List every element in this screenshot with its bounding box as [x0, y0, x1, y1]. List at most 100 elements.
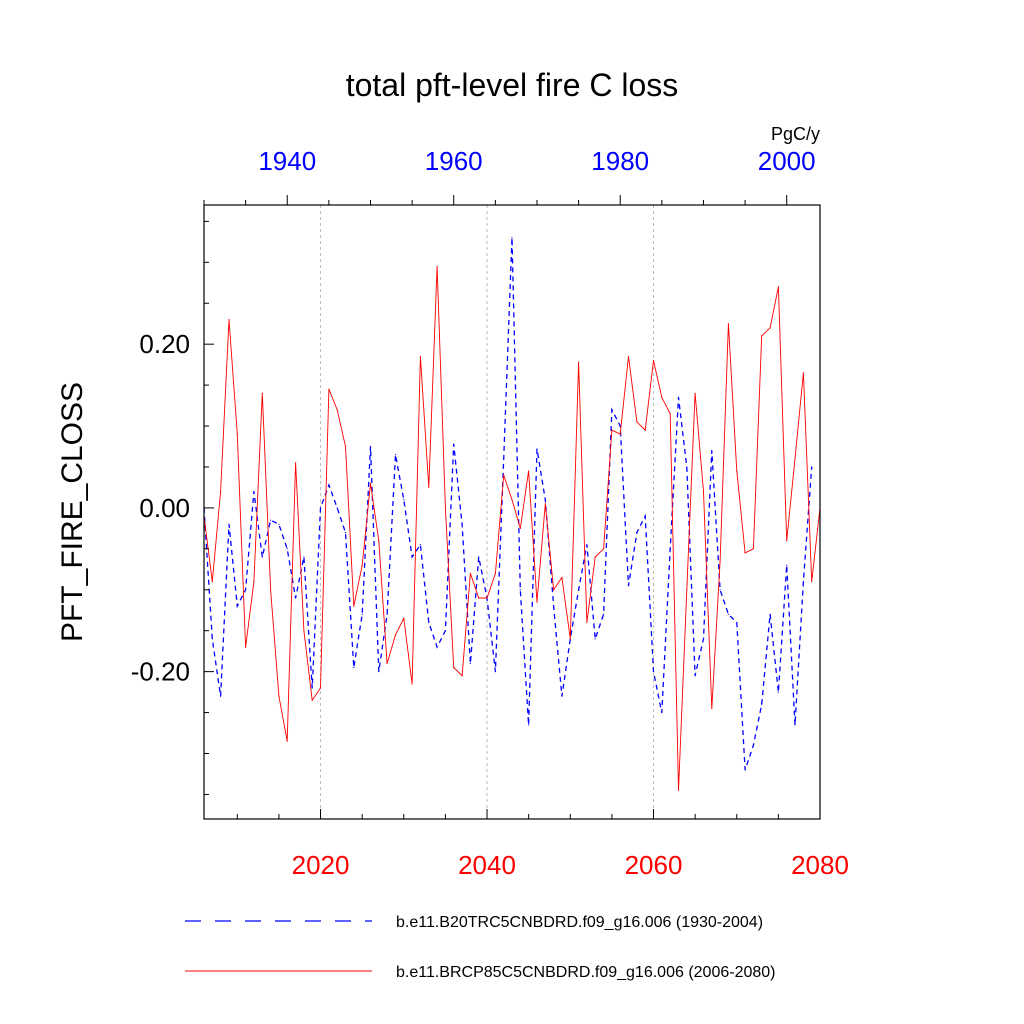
rcp85-point-2055 — [611, 429, 613, 431]
rcp85-point-2014 — [270, 589, 272, 591]
historical-point-1952 — [386, 613, 388, 615]
rcp85-point-2026 — [369, 482, 372, 484]
historical-point-1947 — [344, 531, 347, 534]
bottom-tick-label-2060: 2060 — [625, 850, 683, 880]
rcp85-point-2063 — [677, 789, 680, 791]
historical-point-1950 — [369, 445, 372, 448]
rcp85-point-2016 — [286, 740, 288, 742]
historical-point-1961 — [461, 523, 463, 525]
rcp85-point-2039 — [478, 597, 480, 599]
legend-label-rcp85: b.e11.BRCP85C5CNBDRD.f09_g16.006 (2006-2… — [396, 964, 775, 981]
rcp85-point-2051 — [578, 361, 580, 363]
rcp85-point-2053 — [594, 556, 596, 558]
historical-point-1944 — [319, 507, 322, 509]
plot-frame — [203, 204, 821, 820]
rcp85-point-2065 — [694, 392, 696, 394]
rcp85-point-2011 — [245, 646, 247, 648]
historical-point-1959 — [444, 630, 446, 632]
series-rcp85-line — [203, 266, 821, 791]
historical-point-1951 — [378, 671, 380, 673]
rcp85-point-2076 — [786, 540, 788, 542]
historical-point-1998 — [769, 613, 771, 615]
historical-point-1979 — [611, 409, 613, 411]
historical-point-1992 — [719, 589, 721, 591]
rcp85-point-2010 — [236, 433, 238, 435]
historical-point-2003 — [811, 466, 813, 468]
top-tick-label-1960: 1960 — [425, 146, 483, 176]
top-tick-label-1940: 1940 — [258, 146, 316, 176]
rcp85-point-2024 — [353, 605, 355, 607]
rcp85-point-2040 — [486, 597, 488, 599]
y-axis-label: PFT_FIRE_CLOSS — [56, 382, 89, 642]
historical-point-1981 — [627, 585, 630, 587]
historical-point-1940 — [286, 548, 288, 550]
historical-point-1980 — [619, 425, 621, 427]
historical-point-1977 — [594, 638, 596, 640]
rcp85-point-2017 — [295, 462, 297, 464]
rcp85-point-2034 — [436, 265, 438, 267]
historical-point-1968 — [519, 589, 521, 591]
rcp85-point-2072 — [752, 548, 755, 550]
rcp85-point-2054 — [603, 548, 605, 550]
rcp85-point-2061 — [661, 396, 663, 398]
rcp85-point-2029 — [394, 634, 397, 636]
rcp85-point-2015 — [278, 695, 280, 697]
historical-point-1969 — [528, 724, 530, 726]
rcp85-point-2027 — [378, 540, 380, 542]
rcp85-point-2030 — [403, 617, 405, 620]
rcp85-point-2020 — [319, 687, 322, 689]
historical-point-1949 — [361, 613, 363, 615]
historical-point-2001 — [794, 724, 796, 726]
rcp85-point-2071 — [744, 552, 746, 554]
rcp85-point-2013 — [261, 392, 263, 394]
historical-point-1942 — [303, 556, 305, 558]
historical-point-1988 — [686, 466, 688, 468]
historical-point-1956 — [419, 544, 421, 546]
bottom-tick-label-2020: 2020 — [292, 850, 350, 880]
historical-point-1931 — [211, 638, 213, 640]
rcp85-point-2074 — [769, 327, 771, 329]
historical-point-1999 — [777, 691, 780, 693]
series-historical-line — [203, 237, 813, 771]
historical-point-1987 — [677, 396, 680, 398]
historical-point-1932 — [220, 695, 222, 697]
rcp85-point-2050 — [569, 638, 571, 640]
rcp85-point-2023 — [344, 445, 347, 448]
y-tick-label-0: -0.20 — [131, 657, 190, 687]
historical-point-1955 — [411, 556, 413, 558]
historical-point-2002 — [802, 581, 805, 583]
rcp85-point-2035 — [444, 507, 446, 509]
historical-point-1939 — [278, 523, 280, 525]
chart-title: total pft-level fire C loss — [346, 67, 679, 103]
historical-point-1946 — [336, 507, 338, 509]
rcp85-point-2064 — [686, 589, 688, 591]
rcp85-point-2032 — [419, 355, 421, 358]
rcp85-point-2045 — [528, 470, 530, 472]
historical-point-1967 — [511, 237, 513, 239]
rcp85-point-2059 — [644, 429, 646, 431]
rcp85-point-2070 — [736, 470, 738, 472]
rcp85-point-2079 — [811, 581, 813, 583]
historical-point-1936 — [253, 490, 255, 493]
rcp85-point-2037 — [461, 675, 463, 677]
top-tick-label-2000: 2000 — [758, 146, 816, 176]
historical-point-1960 — [453, 443, 455, 445]
rcp85-point-2052 — [586, 621, 588, 624]
historical-point-1954 — [403, 499, 405, 501]
historical-point-1958 — [436, 646, 438, 648]
historical-point-1934 — [236, 605, 238, 607]
rcp85-point-2066 — [702, 490, 705, 493]
historical-point-1989 — [694, 675, 696, 677]
bottom-tick-label-2040: 2040 — [458, 850, 516, 880]
historical-point-1978 — [603, 613, 605, 615]
historical-point-1990 — [702, 638, 705, 640]
rcp85-point-2042 — [503, 474, 505, 476]
rcp85-point-2022 — [336, 409, 338, 411]
historical-point-1976 — [586, 544, 588, 546]
historical-point-1993 — [727, 613, 730, 615]
rcp85-point-2075 — [777, 286, 780, 288]
rcp85-point-2018 — [303, 630, 305, 632]
rcp85-point-2007 — [211, 581, 213, 583]
rcp85-point-2062 — [669, 413, 671, 415]
